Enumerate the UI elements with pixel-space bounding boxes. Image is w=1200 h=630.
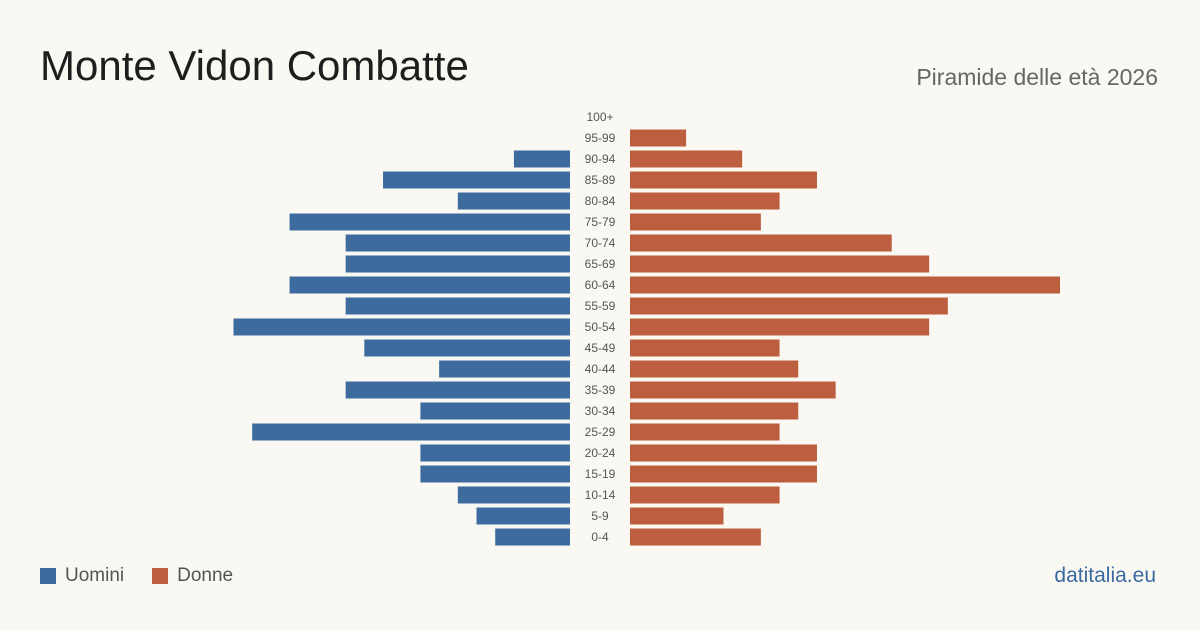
age-label-40-44: 40-44 (585, 362, 616, 376)
age-label-75-79: 75-79 (585, 215, 616, 229)
age-label-60-64: 60-64 (585, 278, 616, 292)
bar-female-50-54 (630, 318, 930, 336)
age-label-65-69: 65-69 (585, 257, 616, 271)
bar-female-10-14 (630, 486, 780, 504)
bar-male-80-84 (457, 192, 570, 210)
age-label-5-9: 5-9 (591, 509, 609, 523)
age-label-80-84: 80-84 (585, 194, 616, 208)
bar-female-70-74 (630, 234, 892, 252)
legend-label-female: Donne (177, 565, 234, 586)
bar-male-5-9 (476, 507, 570, 525)
bar-male-25-29 (252, 423, 570, 441)
bar-male-85-89 (383, 171, 570, 189)
age-label-0-4: 0-4 (591, 530, 609, 544)
age-label-55-59: 55-59 (585, 299, 616, 313)
female-swatch (152, 568, 169, 584)
bar-female-15-19 (630, 465, 817, 483)
bar-male-20-24 (420, 444, 570, 462)
bar-male-35-39 (345, 381, 570, 399)
age-label-20-24: 20-24 (585, 446, 616, 460)
bar-female-40-44 (630, 360, 799, 378)
age-label-15-19: 15-19 (585, 467, 616, 481)
bar-male-75-79 (289, 213, 570, 231)
bar-female-60-64 (630, 276, 1060, 294)
bar-male-65-69 (345, 255, 570, 273)
bar-female-80-84 (630, 192, 780, 210)
bar-male-50-54 (233, 318, 570, 336)
age-label-100+: 100+ (586, 110, 613, 124)
age-label-70-74: 70-74 (585, 236, 616, 250)
bar-female-85-89 (630, 171, 817, 189)
bar-male-70-74 (345, 234, 570, 252)
bar-male-10-14 (457, 486, 570, 504)
bar-female-0-4 (630, 528, 761, 546)
bar-male-30-34 (420, 402, 570, 420)
bar-female-75-79 (630, 213, 761, 231)
legend-item-male: Uomini (40, 565, 124, 587)
bar-female-30-34 (630, 402, 799, 420)
age-label-35-39: 35-39 (585, 383, 616, 397)
bar-female-25-29 (630, 423, 780, 441)
age-label-30-34: 30-34 (585, 404, 616, 418)
bar-male-55-59 (345, 297, 570, 315)
bar-female-45-49 (630, 339, 780, 357)
bar-female-20-24 (630, 444, 817, 462)
bar-male-15-19 (420, 465, 570, 483)
legend-label-male: Uomini (65, 565, 125, 586)
page-title: Monte Vidon Combatte (40, 42, 469, 89)
age-label-10-14: 10-14 (585, 488, 616, 502)
age-label-85-89: 85-89 (585, 173, 616, 187)
age-label-25-29: 25-29 (585, 425, 616, 439)
age-label-95-99: 95-99 (585, 131, 616, 145)
bar-male-90-94 (513, 150, 570, 168)
bar-male-60-64 (289, 276, 570, 294)
bar-female-5-9 (630, 507, 724, 525)
legend-item-female: Donne (152, 565, 233, 587)
bar-male-45-49 (364, 339, 570, 357)
male-swatch (40, 568, 56, 584)
brand-link[interactable]: datitalia.eu (1054, 564, 1156, 587)
bar-female-35-39 (630, 381, 836, 399)
bar-male-0-4 (495, 528, 570, 546)
bar-female-95-99 (630, 129, 687, 147)
age-label-90-94: 90-94 (585, 152, 616, 166)
age-label-45-49: 45-49 (585, 341, 616, 355)
bar-male-40-44 (439, 360, 570, 378)
chart-legend: Uomini Donne (40, 564, 261, 588)
bar-female-90-94 (630, 150, 743, 168)
bar-female-65-69 (630, 255, 930, 273)
chart-subtitle: Piramide delle età 2026 (916, 64, 1158, 90)
bar-female-55-59 (630, 297, 948, 315)
age-label-50-54: 50-54 (585, 320, 616, 334)
